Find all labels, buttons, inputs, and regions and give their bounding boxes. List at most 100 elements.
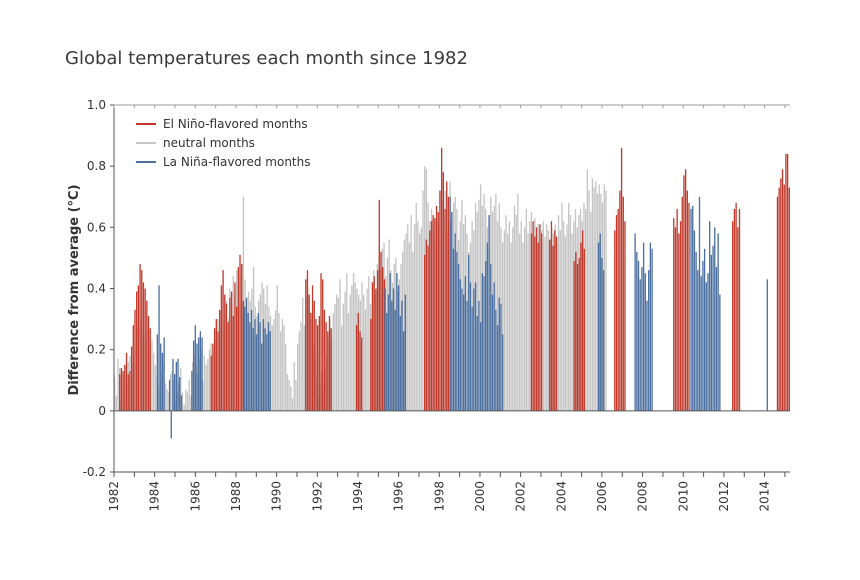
- bar-neutral: [513, 205, 516, 411]
- bar-neutral: [546, 224, 548, 411]
- bar-elnino: [424, 254, 426, 411]
- bar-lanina: [602, 270, 605, 411]
- bar-neutral: [115, 395, 118, 411]
- bar-neutral: [518, 233, 521, 411]
- bar-elnino: [147, 316, 150, 411]
- bar-lanina: [478, 300, 480, 411]
- bar-lanina: [601, 257, 603, 411]
- bar-elnino: [622, 196, 624, 411]
- bar-elnino: [537, 242, 539, 411]
- bar-lanina: [705, 282, 707, 411]
- bar-lanina: [651, 248, 653, 411]
- bar-elnino: [305, 279, 307, 411]
- bar-elnino: [434, 218, 436, 411]
- bar-neutral: [593, 187, 595, 411]
- bar-lanina: [163, 337, 165, 411]
- bar-elnino: [439, 190, 441, 411]
- bar-elnino: [778, 187, 780, 411]
- bar-neutral: [203, 355, 206, 411]
- bar-lanina: [198, 337, 200, 411]
- y-tick-label: 0.4: [87, 282, 106, 296]
- bar-neutral: [208, 349, 211, 411]
- bar-neutral: [398, 279, 400, 411]
- bar-neutral: [296, 343, 299, 411]
- bar-elnino: [444, 208, 446, 411]
- bar-neutral: [339, 279, 341, 411]
- bar-neutral: [561, 202, 563, 411]
- bar-lanina: [158, 285, 160, 411]
- bar-elnino: [573, 260, 575, 411]
- bar-lanina: [194, 325, 196, 411]
- bar-neutral: [181, 392, 184, 411]
- bar-lanina: [641, 267, 643, 411]
- bar-elnino: [139, 264, 141, 411]
- bar-lanina: [698, 196, 701, 411]
- bar-neutral: [559, 230, 561, 411]
- bar-elnino: [578, 257, 580, 411]
- legend-label-elnino: El Niño-flavored months: [163, 117, 308, 131]
- bar-neutral: [512, 227, 514, 411]
- bar-elnino: [325, 322, 327, 411]
- bar-neutral: [524, 227, 526, 411]
- bar-elnino: [673, 218, 675, 411]
- bar-elnino: [220, 285, 223, 411]
- bar-lanina: [387, 294, 390, 411]
- bar-elnino: [681, 196, 683, 411]
- bar-lanina: [401, 300, 403, 411]
- bar-lanina: [261, 343, 263, 411]
- bar-elnino: [686, 190, 688, 411]
- bar-elnino: [549, 239, 551, 411]
- x-tick-label: 1990: [270, 481, 284, 512]
- bar-elnino: [125, 352, 128, 411]
- bar-elnino: [535, 227, 538, 411]
- bar-elnino: [137, 285, 140, 411]
- legend-label-neutral: neutral months: [163, 136, 255, 150]
- bar-neutral: [280, 331, 282, 411]
- bar-elnino: [376, 270, 379, 411]
- bar-lanina: [451, 212, 453, 411]
- bar-neutral: [202, 380, 204, 411]
- x-tick-label: 2004: [554, 481, 568, 512]
- bar-elnino: [213, 328, 216, 411]
- bar-elnino: [210, 355, 212, 411]
- bar-neutral: [332, 312, 334, 411]
- bar-lanina: [196, 343, 198, 411]
- bar-elnino: [330, 328, 332, 411]
- bar-lanina: [259, 322, 261, 411]
- x-tick-label: 2010: [676, 481, 690, 512]
- bar-neutral: [542, 221, 544, 411]
- bar-elnino: [316, 325, 319, 411]
- bar-neutral: [408, 242, 411, 411]
- bar-neutral: [352, 273, 355, 411]
- bar-neutral: [193, 355, 195, 411]
- x-tick-label: 1998: [432, 481, 446, 512]
- bar-elnino: [447, 196, 450, 411]
- bar-elnino: [435, 205, 438, 411]
- y-tick-label: 0.2: [87, 343, 106, 357]
- bar-neutral: [180, 368, 182, 411]
- bar-elnino: [679, 221, 682, 411]
- enso-bars: [119, 147, 790, 439]
- bar-elnino: [328, 316, 331, 411]
- bar-lanina: [486, 242, 489, 411]
- bar-elnino: [311, 285, 314, 411]
- bar-neutral: [303, 325, 306, 411]
- bar-elnino: [241, 264, 243, 411]
- x-tick-label: 1982: [107, 481, 121, 512]
- bar-neutral: [293, 361, 295, 411]
- bar-lanina: [634, 233, 636, 411]
- bar-neutral: [557, 215, 560, 411]
- bar-lanina: [483, 276, 485, 411]
- bar-elnino: [130, 346, 133, 411]
- bar-elnino: [373, 276, 375, 411]
- bar-neutral: [274, 309, 277, 411]
- bar-elnino: [530, 233, 533, 411]
- bar-lanina: [703, 248, 706, 411]
- y-tick-label: 0: [98, 404, 106, 418]
- bar-elnino: [320, 273, 322, 411]
- bar-neutral: [402, 251, 404, 411]
- bar-lanina: [468, 254, 470, 411]
- bar-neutral: [598, 184, 600, 411]
- bar-neutral: [476, 212, 478, 411]
- bar-elnino: [430, 221, 433, 411]
